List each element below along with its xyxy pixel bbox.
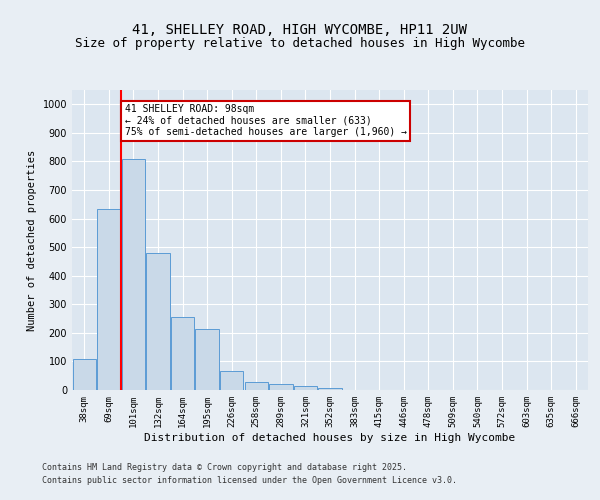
Text: 41, SHELLEY ROAD, HIGH WYCOMBE, HP11 2UW: 41, SHELLEY ROAD, HIGH WYCOMBE, HP11 2UW [133,22,467,36]
Bar [294,386,317,390]
Bar [146,253,170,390]
Bar [245,382,268,390]
Bar [220,372,244,390]
Bar [319,388,341,390]
Bar [269,384,293,390]
Text: 41 SHELLEY ROAD: 98sqm
← 24% of detached houses are smaller (633)
75% of semi-de: 41 SHELLEY ROAD: 98sqm ← 24% of detached… [125,104,407,138]
Bar [196,329,219,390]
Bar [97,209,121,390]
Bar [73,358,96,390]
Bar [122,158,145,390]
Bar [171,317,194,390]
Text: Contains HM Land Registry data © Crown copyright and database right 2025.: Contains HM Land Registry data © Crown c… [42,462,407,471]
Text: Contains public sector information licensed under the Open Government Licence v3: Contains public sector information licen… [42,476,457,485]
X-axis label: Distribution of detached houses by size in High Wycombe: Distribution of detached houses by size … [145,432,515,442]
Y-axis label: Number of detached properties: Number of detached properties [27,150,37,330]
Text: Size of property relative to detached houses in High Wycombe: Size of property relative to detached ho… [75,38,525,51]
